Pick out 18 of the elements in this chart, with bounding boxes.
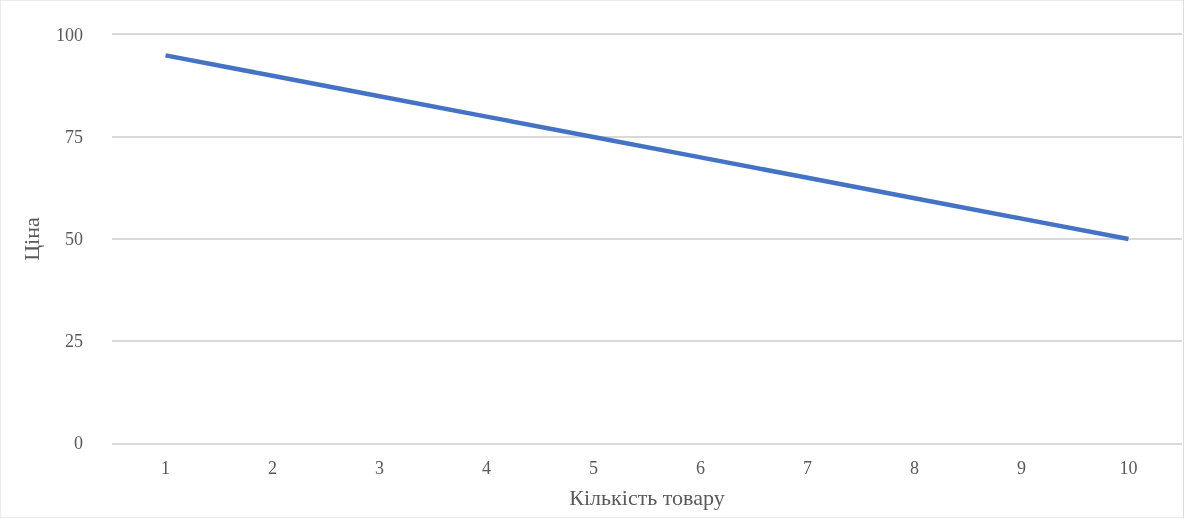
x-tick-label: 5 (589, 458, 598, 479)
x-tick-label: 6 (696, 458, 705, 479)
x-tick-label: 4 (482, 458, 491, 479)
y-axis-title: Ціна (18, 217, 44, 261)
y-tick-label: 100 (56, 25, 83, 46)
y-tick-label: 75 (65, 127, 83, 148)
x-tick-label: 3 (375, 458, 384, 479)
line-series (163, 53, 1131, 242)
y-tick-label: 50 (65, 229, 83, 250)
x-tick-label: 10 (1119, 458, 1138, 479)
y-tick-label: 25 (65, 331, 83, 352)
x-axis-title: Кількість товару (569, 484, 725, 510)
x-tick-label: 1 (161, 458, 170, 479)
x-tick-label: 2 (268, 458, 277, 479)
x-tick-label: 7 (803, 458, 812, 479)
x-tick-label: 8 (910, 458, 919, 479)
y-tick-label: 0 (74, 433, 83, 454)
x-tick-label: 9 (1017, 458, 1026, 479)
